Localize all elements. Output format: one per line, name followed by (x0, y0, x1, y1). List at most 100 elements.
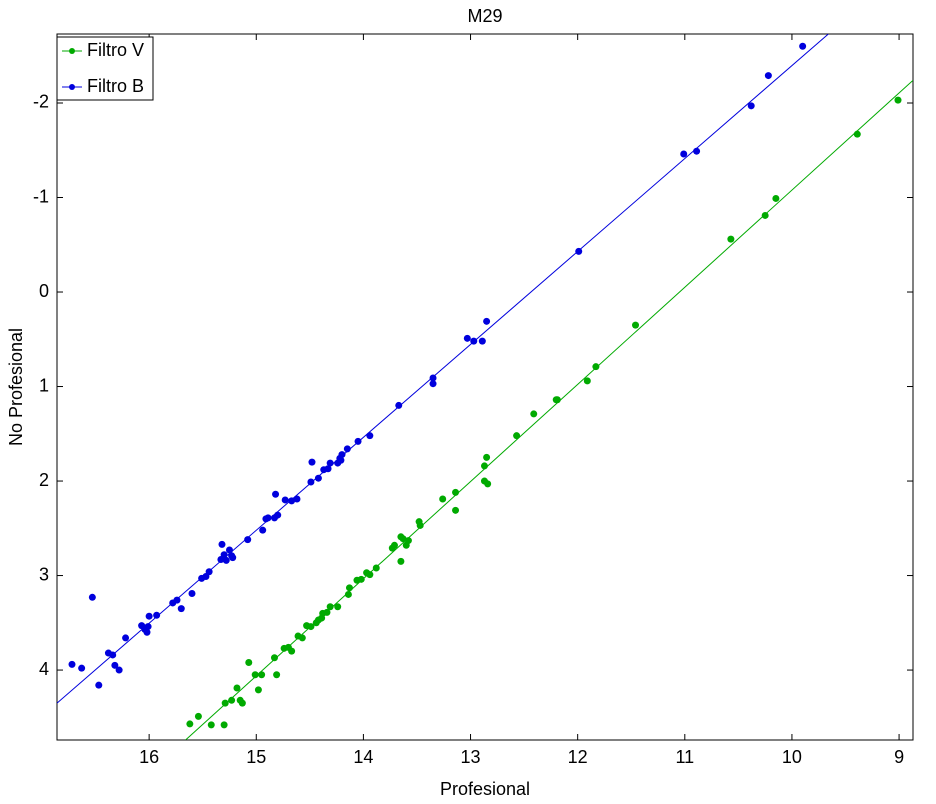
point (366, 571, 374, 579)
point (177, 605, 185, 613)
x-tick-label: 13 (461, 747, 481, 767)
x-tick-label: 9 (894, 747, 904, 767)
point (323, 608, 331, 616)
point (222, 556, 230, 564)
point (259, 526, 267, 534)
point (68, 660, 76, 668)
y-tick-label: 1 (39, 375, 49, 395)
point (153, 611, 161, 619)
point (399, 535, 407, 543)
point (270, 654, 278, 662)
legend-label: Filtro V (87, 40, 144, 60)
point (894, 96, 902, 104)
point (188, 590, 196, 598)
legend-marker (69, 48, 75, 54)
legend-marker (69, 84, 75, 90)
y-axis-label: No Profesional (6, 328, 26, 446)
x-tick-label: 14 (353, 747, 373, 767)
point (416, 521, 424, 529)
point (747, 102, 755, 110)
point (429, 374, 437, 382)
point (245, 659, 253, 667)
point (273, 671, 281, 679)
point (592, 363, 600, 371)
point (772, 194, 780, 202)
point (298, 634, 306, 642)
point (345, 584, 353, 592)
point (324, 465, 332, 473)
point (258, 671, 266, 679)
point (326, 603, 334, 611)
y-tick-label: 2 (39, 470, 49, 490)
point (288, 647, 296, 655)
point (288, 497, 296, 505)
point (264, 514, 272, 522)
point (680, 150, 688, 158)
point (344, 590, 352, 598)
point (470, 337, 478, 345)
point (293, 495, 301, 503)
point (207, 721, 215, 729)
point (233, 684, 241, 692)
point (109, 651, 117, 659)
point (218, 540, 226, 548)
point (228, 696, 236, 704)
point (357, 575, 365, 583)
point (111, 661, 119, 669)
point (205, 568, 213, 576)
point (480, 462, 488, 470)
point (764, 72, 772, 80)
x-tick-label: 11 (675, 747, 694, 767)
point (727, 235, 735, 243)
point (483, 453, 491, 461)
point (272, 490, 280, 498)
point (632, 321, 640, 329)
point (693, 147, 701, 155)
point (281, 496, 289, 504)
point (372, 564, 380, 572)
fit-line (57, 34, 829, 704)
point (354, 437, 362, 445)
point (307, 478, 315, 486)
point (173, 596, 181, 604)
x-axis-label: Profesional (440, 779, 530, 799)
point (583, 377, 591, 385)
x-tick-label: 10 (782, 747, 802, 767)
point (853, 130, 861, 138)
point (229, 554, 237, 562)
point (761, 211, 769, 219)
point (326, 459, 334, 467)
y-tick-label: 3 (39, 564, 49, 584)
point (575, 247, 583, 255)
point (483, 317, 491, 325)
point (404, 537, 412, 545)
point (553, 396, 561, 404)
point (338, 451, 346, 459)
point (251, 671, 259, 679)
point (238, 699, 246, 707)
point (452, 488, 460, 496)
point (343, 445, 351, 453)
y-tick-label: 4 (39, 659, 49, 679)
point (274, 511, 282, 519)
point (395, 401, 403, 409)
fit-line (185, 79, 913, 740)
point (513, 432, 521, 440)
x-tick-label: 15 (246, 747, 266, 767)
point (484, 480, 492, 488)
point (397, 557, 405, 565)
point (225, 546, 233, 554)
x-tick-label: 12 (568, 747, 588, 767)
point (244, 536, 252, 544)
point (429, 380, 437, 388)
point (145, 612, 153, 620)
point (314, 474, 322, 482)
point (95, 681, 103, 689)
point (439, 495, 447, 503)
chart-title: M29 (467, 6, 502, 26)
point (221, 699, 229, 707)
point (307, 623, 315, 631)
legend-label: Filtro B (87, 76, 144, 96)
point (115, 666, 123, 674)
